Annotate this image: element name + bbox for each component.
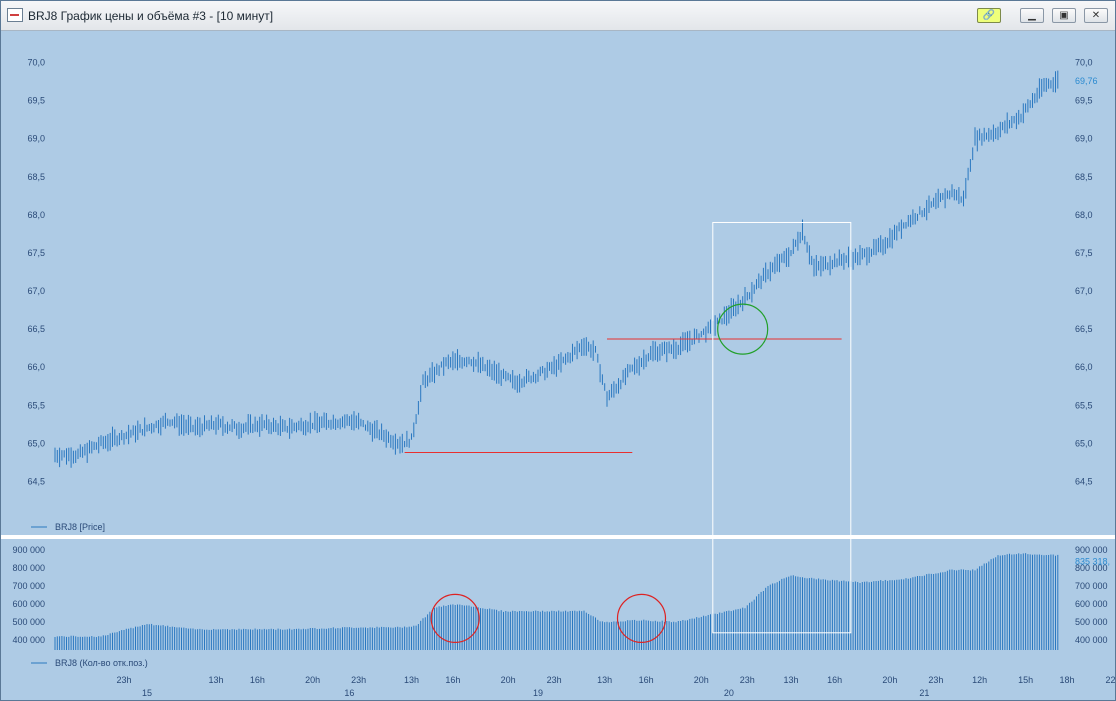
- price-tick-left: 65,0: [27, 438, 45, 448]
- volume-tick-right: 500 000: [1075, 617, 1108, 627]
- panel-splitter[interactable]: [1, 535, 1115, 539]
- volume-tick-right: 600 000: [1075, 599, 1108, 609]
- restore-icon: ▣: [1059, 10, 1069, 21]
- price-tick-left: 68,5: [27, 172, 45, 182]
- price-panel-bg: [1, 31, 1115, 534]
- volume-axis-right: 900 000 800 000 700 000 600 000 500 000 400 0…: [1075, 545, 1110, 645]
- price-axis-left: 70,0 69,5 69,0 68,5 68,0 67,5 67,0 66,5 66,0 65,5…: [27, 58, 45, 487]
- hour-tick: 15h: [1018, 675, 1033, 685]
- day-tick: 19: [533, 688, 543, 698]
- hour-tick: 13h: [783, 675, 798, 685]
- volume-tick-left: 900 000: [12, 545, 45, 555]
- breakout-circle: [717, 303, 769, 355]
- close-button[interactable]: ✕: [1084, 8, 1108, 23]
- volume-tick-left: 700 000: [12, 581, 45, 591]
- hour-tick: 13h: [404, 675, 419, 685]
- price-volume-chart[interactable]: 70,0 69,5 69,0 68,5 68,0 67,5 67,0 66,5 66,0 65,5…: [1, 31, 1115, 700]
- hour-tick: 23h: [740, 675, 755, 685]
- price-axis-right: 70,0 69,5 69,0 68,5 68,0 67,5 67,0 66,5 66,0 65,5…: [1075, 58, 1098, 487]
- day-tick: 21: [919, 688, 929, 698]
- hour-tick: 13h: [208, 675, 223, 685]
- hour-tick: 23h: [547, 675, 562, 685]
- volume-legend-label: BRJ8 (Кол-во отк.поз.): [55, 658, 148, 668]
- volume-tick-right: 400 000: [1075, 635, 1108, 645]
- annotations: [404, 221, 852, 644]
- volume-tick-left: 400 000: [12, 635, 45, 645]
- price-tick-left: 67,0: [27, 286, 45, 296]
- hour-tick: 20h: [305, 675, 320, 685]
- price-tick-left: 70,0: [27, 58, 45, 68]
- pin-button[interactable]: 🔗: [977, 8, 1001, 23]
- hour-tick: 13h: [597, 675, 612, 685]
- hour-tick: 23h: [351, 675, 366, 685]
- volume-tick-left: 500 000: [12, 617, 45, 627]
- price-legend-label: BRJ8 [Price]: [55, 522, 105, 532]
- time-axis: 23h 13h 16h 20h 23h 13h 16h 20h 23h 13h 16h 20h 23h 1…: [116, 675, 1115, 698]
- price-tick-left: 67,5: [27, 248, 45, 258]
- price-tick-right: 69,5: [1075, 96, 1093, 106]
- chart-window-icon: [7, 8, 23, 22]
- last-volume-label: 835 318,: [1075, 557, 1110, 567]
- price-tick-right: 66,0: [1075, 362, 1093, 372]
- price-tick-right: 65,0: [1075, 438, 1093, 448]
- minimize-button[interactable]: ▁: [1020, 8, 1044, 23]
- hour-tick: 22h: [1105, 675, 1115, 685]
- price-tick-right: 67,5: [1075, 248, 1093, 258]
- window-title: BRJ8 График цены и объёма #3 - [10 минут…: [28, 9, 274, 23]
- restore-button[interactable]: ▣: [1052, 8, 1076, 23]
- last-price-label: 69,76: [1075, 76, 1098, 86]
- price-tick-right: 69,0: [1075, 134, 1093, 144]
- volume-tick-right: 700 000: [1075, 581, 1108, 591]
- price-tick-left: 68,0: [27, 210, 45, 220]
- price-tick-right: 66,5: [1075, 324, 1093, 334]
- day-tick: 16: [344, 688, 354, 698]
- price-tick-left: 66,0: [27, 362, 45, 372]
- volume-tick-left: 800 000: [12, 563, 45, 573]
- hour-tick: 18h: [1059, 675, 1074, 685]
- day-tick: 20: [724, 688, 734, 698]
- volume-spike-circle: [616, 593, 667, 644]
- price-tick-left: 66,5: [27, 324, 45, 334]
- hour-tick: 20h: [882, 675, 897, 685]
- hour-tick: 20h: [694, 675, 709, 685]
- volume-tick-left: 600 000: [12, 599, 45, 609]
- hour-tick: 16h: [250, 675, 265, 685]
- hour-tick: 23h: [928, 675, 943, 685]
- volume-spike-circle: [430, 593, 480, 644]
- minimize-icon: ▁: [1028, 10, 1036, 21]
- volume-series: [54, 553, 1059, 650]
- hour-tick: 16h: [639, 675, 654, 685]
- hour-tick: 16h: [827, 675, 842, 685]
- price-tick-right: 64,5: [1075, 477, 1093, 487]
- title-bar[interactable]: BRJ8 График цены и объёма #3 - [10 минут…: [1, 1, 1115, 31]
- volume-tick-right: 900 000: [1075, 545, 1108, 555]
- volume-tick-right: 800 000: [1075, 563, 1108, 573]
- hour-tick: 12h: [972, 675, 987, 685]
- price-tick-right: 68,5: [1075, 172, 1093, 182]
- close-icon: ✕: [1091, 10, 1101, 21]
- price-tick-left: 69,5: [27, 96, 45, 106]
- price-tick-right: 70,0: [1075, 58, 1093, 68]
- price-tick-right: 68,0: [1075, 210, 1093, 220]
- price-tick-left: 65,5: [27, 400, 45, 410]
- price-tick-left: 64,5: [27, 477, 45, 487]
- price-tick-right: 65,5: [1075, 400, 1093, 410]
- price-tick-right: 67,0: [1075, 286, 1093, 296]
- hour-tick: 16h: [445, 675, 460, 685]
- price-tick-left: 69,0: [27, 134, 45, 144]
- day-tick: 15: [142, 688, 152, 698]
- pin-icon: 🔗: [982, 10, 996, 21]
- highlight-box: [712, 221, 852, 634]
- volume-axis-left: 900 000 800 000 700 000 600 000 500 000 400 0…: [12, 545, 45, 645]
- hour-tick: 20h: [501, 675, 516, 685]
- price-series: [54, 70, 1059, 468]
- hour-tick: 23h: [116, 675, 131, 685]
